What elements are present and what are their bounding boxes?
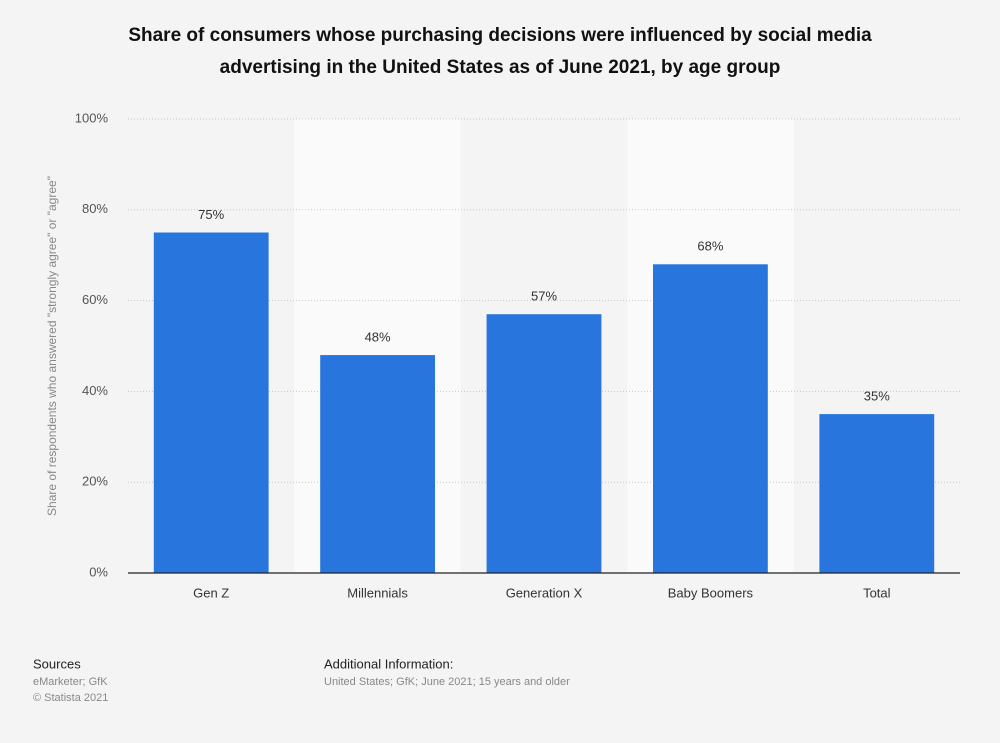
bar <box>153 232 269 573</box>
sources-title: Sources <box>33 656 81 671</box>
bar <box>320 355 436 573</box>
bar <box>652 264 768 573</box>
info: United States; GfK; June 2021; 15 years … <box>324 676 570 688</box>
x-tick-label: Baby Boomers <box>668 585 754 600</box>
data-label: 48% <box>365 330 391 345</box>
data-label: 35% <box>864 389 890 404</box>
info-title: Additional Information: <box>324 656 453 671</box>
x-tick-label: Total <box>863 585 891 600</box>
x-tick-label: Gen Z <box>193 585 229 600</box>
sources: eMarketer; GfK <box>33 676 108 688</box>
y-tick-label: 20% <box>82 474 108 489</box>
chart-title: advertising in the United States as of J… <box>220 57 781 78</box>
y-tick-label: 80% <box>82 201 108 216</box>
y-tick-label: 0% <box>89 564 108 579</box>
data-label: 57% <box>531 289 557 304</box>
copyright: © Statista 2021 <box>33 692 108 704</box>
y-tick-label: 100% <box>75 110 109 125</box>
x-tick-label: Generation X <box>506 585 583 600</box>
data-label: 75% <box>198 207 224 222</box>
y-axis-label: Share of respondents who answered "stron… <box>45 176 59 516</box>
bar <box>819 414 935 573</box>
chart-title: Share of consumers whose purchasing deci… <box>128 25 872 46</box>
x-tick-label: Millennials <box>347 585 408 600</box>
bar <box>486 314 602 573</box>
y-tick-label: 60% <box>82 292 108 307</box>
data-label: 68% <box>697 239 723 254</box>
y-tick-label: 40% <box>82 383 108 398</box>
